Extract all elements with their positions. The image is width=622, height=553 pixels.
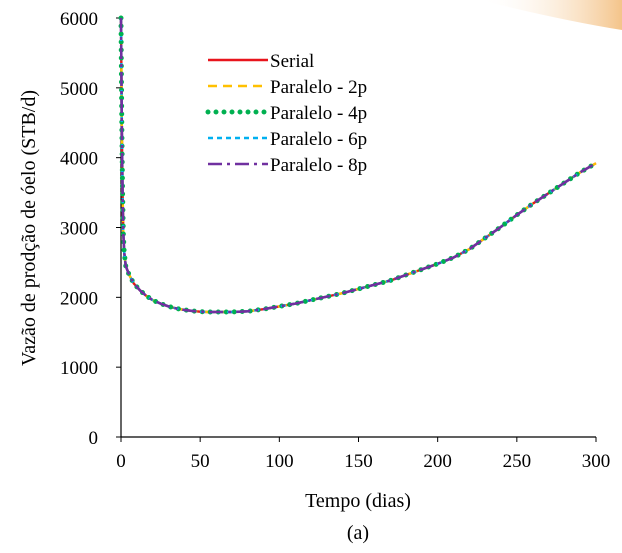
x-tick-label: 50: [191, 451, 210, 472]
corner-decoration: [480, 0, 622, 30]
x-tick-label: 250: [503, 451, 532, 472]
y-tick-label: 0: [89, 428, 99, 449]
figure-caption: (a): [347, 522, 369, 544]
x-tick-label: 200: [423, 451, 452, 472]
legend-label-2: Paralelo - 2p: [270, 77, 367, 98]
x-tick-label: 0: [116, 451, 126, 472]
legend-label-5: Paralelo - 8p: [270, 155, 367, 176]
y-tick-label: 2000: [60, 288, 98, 309]
x-tick-label: 100: [265, 451, 294, 472]
x-axis-title: Tempo (dias): [305, 490, 411, 512]
legend-label-4: Paralelo - 6p: [270, 129, 367, 150]
y-tick-label: 3000: [60, 219, 98, 240]
y-tick-label: 5000: [60, 79, 98, 100]
series-line-5: [119, 17, 597, 314]
plot-area: [118, 15, 599, 315]
legend-label-3: Paralelo - 4p: [270, 103, 367, 124]
axes: 0 50 100 150 200 250 3000100020003000400050006…: [60, 9, 610, 472]
legend-label-1: Serial: [270, 51, 314, 72]
y-tick-label: 6000: [60, 9, 98, 30]
y-axis-title: Vazão de prodção de óelo (STB/d): [18, 90, 40, 366]
x-tick-label: 300: [582, 451, 611, 472]
y-tick-label: 4000: [60, 149, 98, 170]
y-tick-label: 1000: [60, 358, 98, 379]
legend: Serial Paralelo - 2p Paralelo - 4p Paralelo…: [205, 51, 367, 176]
x-tick-label: 150: [344, 451, 373, 472]
